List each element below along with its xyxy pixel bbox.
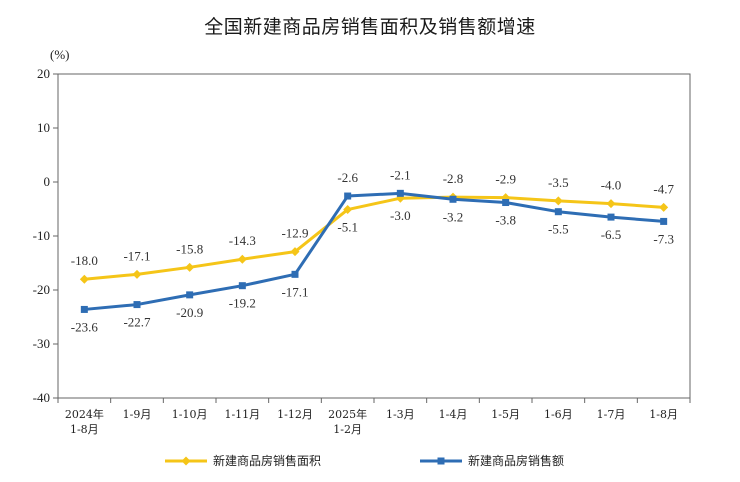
series-line-2 bbox=[84, 191, 664, 311]
area-data-label: -4.0 bbox=[601, 178, 622, 193]
area-data-label: -2.9 bbox=[495, 172, 516, 187]
area-point bbox=[553, 196, 563, 206]
amount-data-label: -22.7 bbox=[123, 315, 151, 330]
amount-data-label: -7.3 bbox=[653, 231, 674, 246]
amount-data-label: -3.8 bbox=[495, 213, 516, 228]
area-point bbox=[606, 199, 616, 209]
legend-label: 新建商品房销售面积 bbox=[213, 453, 321, 468]
x-tick-label: 1-10月 bbox=[172, 408, 208, 421]
area-data-label: -4.7 bbox=[653, 181, 674, 196]
area-data-label: -3.0 bbox=[390, 208, 411, 223]
x-tick-label: 2024年 bbox=[65, 407, 104, 421]
series-line-1 bbox=[84, 195, 664, 281]
x-tick-label: 1-8月 bbox=[70, 423, 99, 436]
x-tick-label: 1-12月 bbox=[277, 408, 313, 421]
legend-label: 新建商品房销售额 bbox=[468, 453, 564, 468]
amount-point bbox=[449, 195, 457, 203]
amount-point bbox=[238, 282, 246, 290]
legend-marker bbox=[437, 457, 445, 465]
amount-data-label: -23.6 bbox=[71, 319, 99, 334]
area-point bbox=[132, 269, 142, 279]
x-tick-label: 2025年 bbox=[328, 407, 367, 421]
x-tick-label: 1-5月 bbox=[491, 408, 520, 421]
amount-data-label: -20.9 bbox=[176, 305, 203, 320]
amount-data-label: -5.5 bbox=[548, 222, 569, 237]
amount-point bbox=[186, 291, 194, 299]
x-tick-label: 1-4月 bbox=[439, 408, 468, 421]
y-tick-label: -40 bbox=[33, 390, 50, 405]
x-tick-labels: 2024年 1-8月 1-9月 1-10月 1-11月 1-12月 2025年 1-2月 1-3… bbox=[65, 407, 678, 436]
amount-point bbox=[80, 305, 88, 313]
legend-marker bbox=[181, 456, 191, 466]
amount-point bbox=[554, 208, 562, 216]
area-data-label: -17.1 bbox=[123, 248, 150, 263]
area-point bbox=[185, 262, 195, 272]
y-tick-label: -20 bbox=[33, 282, 50, 297]
area-data-label: -2.8 bbox=[443, 171, 464, 186]
y-tick-label: 20 bbox=[37, 66, 50, 81]
area-point bbox=[343, 205, 353, 215]
area-data-label: -5.1 bbox=[337, 220, 358, 235]
amount-point bbox=[502, 199, 510, 207]
area-data-label: -15.8 bbox=[176, 241, 203, 256]
area-data-label: -14.3 bbox=[229, 233, 256, 248]
area-point bbox=[659, 202, 669, 212]
amount-point bbox=[396, 189, 404, 197]
x-tick-label: 1-3月 bbox=[386, 408, 415, 421]
x-tick-label: 1-7月 bbox=[597, 408, 626, 421]
amount-data-label: -2.6 bbox=[337, 170, 358, 185]
legend: 新建商品房销售面积 新建商品房销售额 bbox=[165, 453, 564, 468]
series-group bbox=[79, 189, 669, 313]
area-point bbox=[237, 254, 247, 264]
axes bbox=[53, 73, 691, 403]
amount-data-label: -6.5 bbox=[601, 227, 622, 242]
amount-point bbox=[660, 217, 668, 225]
amount-data-label: -17.1 bbox=[281, 284, 308, 299]
y-tick-label: -30 bbox=[33, 336, 50, 351]
x-tick-label: 1-2月 bbox=[333, 423, 362, 436]
chart-title: 全国新建商品房销售面积及销售额增速 bbox=[204, 16, 536, 38]
y-tick-label: 0 bbox=[44, 174, 51, 189]
area-point bbox=[79, 274, 89, 284]
x-tick-label: 1-8月 bbox=[649, 408, 678, 421]
amount-point bbox=[291, 270, 299, 278]
y-axis-unit: (%) bbox=[50, 47, 70, 62]
y-tick-labels: 20 10 0 -10 -20 -30 -40 bbox=[33, 66, 50, 405]
amount-point bbox=[607, 213, 615, 221]
amount-data-label: -3.2 bbox=[443, 209, 464, 224]
y-tick-label: 10 bbox=[37, 120, 50, 135]
data-labels: -18.0 -23.6 -17.1 -22.7 -15.8 -20.9 -14.3 -19.2… bbox=[71, 167, 675, 334]
area-data-label: -12.9 bbox=[281, 226, 308, 241]
amount-point bbox=[344, 192, 352, 200]
area-point bbox=[290, 247, 300, 257]
amount-data-label: -19.2 bbox=[229, 296, 256, 311]
plot-frame bbox=[57, 73, 691, 399]
x-tick-label: 1-11月 bbox=[224, 408, 260, 421]
area-data-label: -3.5 bbox=[548, 175, 569, 190]
amount-point bbox=[133, 301, 141, 309]
y-tick-label: -10 bbox=[33, 228, 50, 243]
x-tick-label: 1-9月 bbox=[123, 408, 152, 421]
x-tick-label: 1-6月 bbox=[544, 408, 573, 421]
area-data-label: -18.0 bbox=[71, 253, 98, 268]
amount-data-label: -2.1 bbox=[390, 167, 411, 182]
